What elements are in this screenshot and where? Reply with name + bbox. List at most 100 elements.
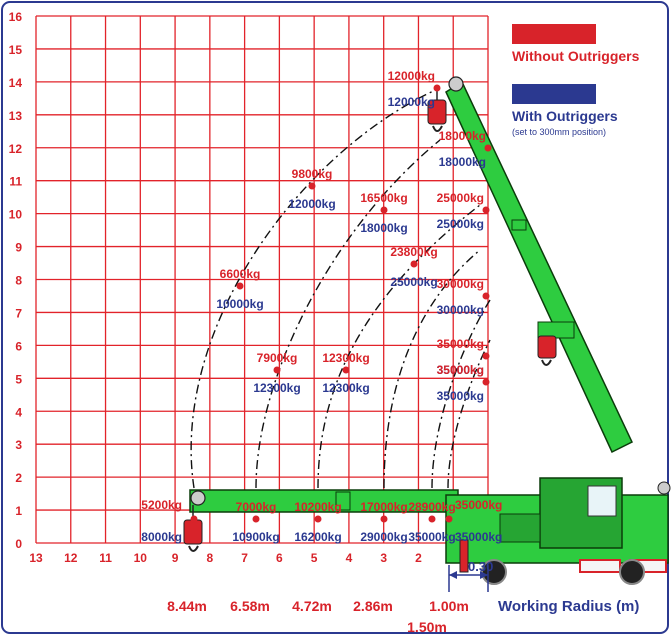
- capacity-without-label: 35000kg: [455, 498, 502, 512]
- legend-note-with: (set to 300mm position): [512, 127, 607, 137]
- capacity-with-label: 10900kg: [232, 530, 279, 544]
- load-point: 35000kg 35000kg: [437, 337, 490, 377]
- y-tick-label: 7: [15, 306, 22, 320]
- load-point: 9800kg 12000kg: [288, 167, 335, 211]
- capacity-with-label: 25000kg: [390, 275, 437, 289]
- load-point: 35000kg 35000kg: [437, 363, 490, 403]
- y-tick-label: 11: [9, 175, 22, 189]
- arc-2-86m: [383, 249, 481, 489]
- load-point: 10200kg 16200kg: [294, 500, 341, 544]
- capacity-without-label: 12300kg: [322, 351, 369, 365]
- x-tick-label: 4: [346, 551, 353, 565]
- y-tick-label: 4: [15, 405, 22, 419]
- radius-labels: 8.44m 6.58m 4.72m 2.86m 1.00m 1.50m: [167, 598, 469, 635]
- load-point: 16500kg 18000kg: [360, 191, 407, 235]
- y-tick-label: 10: [9, 208, 23, 222]
- y-tick-label: 12: [9, 142, 23, 156]
- load-point-marker: [273, 366, 281, 374]
- load-point: 7000kg 10900kg: [232, 500, 279, 544]
- x-axis-title: Working Radius (m): [498, 598, 639, 615]
- load-point: 7900kg 12300kg: [253, 351, 300, 395]
- load-point-marker: [428, 515, 436, 523]
- load-points: 12000kg 12000kg 18000kg 18000kg 9800kg 12000k…: [141, 69, 502, 544]
- arc-1-50m: [431, 299, 491, 489]
- capacity-without-label: 35000kg: [437, 337, 484, 351]
- x-tick-label: 9: [172, 551, 179, 565]
- radius-label: 4.72m: [292, 598, 332, 614]
- legend-label-without: Without Outriggers: [512, 48, 640, 64]
- capacity-without-label: 16500kg: [360, 191, 407, 205]
- capacity-without-label: 30000kg: [437, 277, 484, 291]
- load-point-marker: [482, 378, 490, 386]
- x-tick-label: 13: [29, 551, 43, 565]
- capacity-without-label: 9800kg: [292, 167, 333, 181]
- capacity-with-label: 29000kg: [360, 530, 407, 544]
- radius-label: 6.58m: [230, 598, 270, 614]
- load-point-marker: [482, 292, 490, 300]
- capacity-with-label: 12300kg: [253, 381, 300, 395]
- capacity-with-label: 30000kg: [437, 303, 484, 317]
- load-point-marker: [252, 515, 260, 523]
- capacity-with-label: 18000kg: [360, 221, 407, 235]
- y-tick-label: 15: [9, 43, 23, 57]
- load-point-marker: [433, 84, 441, 92]
- y-tick-label: 14: [9, 76, 23, 90]
- capacity-with-label: 35000kg: [437, 363, 484, 377]
- capacity-with-label: 10000kg: [216, 297, 263, 311]
- legend-swatch-without: [512, 24, 596, 44]
- legend-swatch-with: [512, 84, 596, 104]
- y-tick-label: 3: [15, 438, 22, 452]
- arc-8-44m: [190, 87, 441, 489]
- load-point-marker: [380, 515, 388, 523]
- x-tick-label: 11: [99, 551, 112, 565]
- radius-label: 8.44m: [167, 598, 207, 614]
- y-tick-label: 1: [15, 504, 22, 518]
- load-point: 6600kg 10000kg: [216, 267, 263, 311]
- y-tick-label: 2: [15, 471, 22, 485]
- y-tick-label: 9: [15, 241, 22, 255]
- capacity-without-label: 5200kg: [141, 498, 182, 512]
- load-point: 28900kg 35000kg: [408, 500, 455, 544]
- y-tick-label: 6: [15, 339, 22, 353]
- hook-icon-right: [537, 321, 575, 366]
- radius-label: 1.50m: [407, 619, 447, 635]
- load-point-marker: [482, 352, 490, 360]
- load-point-marker: [308, 182, 316, 190]
- y-tick-label: 0: [15, 537, 22, 551]
- capacity-without-label: 18000kg: [439, 129, 486, 143]
- radius-label: 1.00m: [429, 598, 469, 614]
- capacity-with-label: 12000kg: [388, 95, 435, 109]
- load-point: 5200kg 8000kg: [141, 498, 198, 544]
- y-tick-label: 16: [9, 10, 23, 24]
- load-point-marker: [484, 144, 492, 152]
- arc-6-58m: [255, 139, 441, 489]
- load-point: 12300kg 12300kg: [322, 351, 369, 395]
- capacity-with-label: 25000kg: [437, 217, 484, 231]
- arc-4-72m: [317, 204, 481, 489]
- capacity-without-label: 7000kg: [236, 500, 277, 514]
- load-point-marker: [190, 515, 198, 523]
- capacity-without-label: 10200kg: [294, 500, 341, 514]
- radius-label: 2.86m: [353, 598, 393, 614]
- load-point-marker: [380, 206, 388, 214]
- working-radius-indicator: [448, 565, 489, 592]
- capacity-with-label: 35000kg: [437, 389, 484, 403]
- load-point-marker: [314, 515, 322, 523]
- x-tick-label: 10: [134, 551, 148, 565]
- load-point-marker: [410, 260, 418, 268]
- y-tick-label: 8: [15, 274, 22, 288]
- load-point: 25000kg 25000kg: [437, 191, 490, 231]
- load-point-marker: [445, 515, 453, 523]
- load-point: 17000kg 29000kg: [360, 500, 407, 544]
- load-point-marker: [342, 366, 350, 374]
- capacity-without-label: 35000kg: [437, 363, 484, 377]
- x-tick-label: 6: [276, 551, 283, 565]
- capacity-with-label: 12000kg: [288, 197, 335, 211]
- capacity-without-label: 6600kg: [220, 267, 261, 281]
- x-tick-label: 2: [415, 551, 422, 565]
- capacity-without-label: 7900kg: [257, 351, 298, 365]
- load-point: 18000kg 18000kg: [439, 129, 492, 169]
- x-tick-label: 12: [64, 551, 78, 565]
